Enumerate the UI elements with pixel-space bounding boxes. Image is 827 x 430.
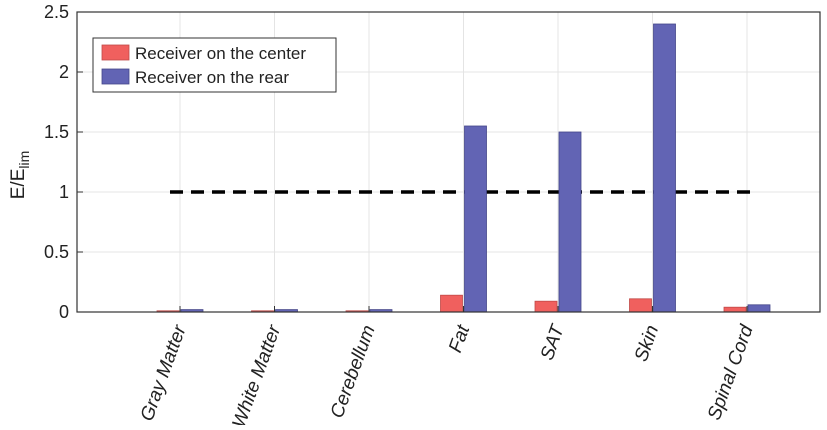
x-tick-label: SAT (537, 321, 569, 363)
legend-label: Receiver on the rear (135, 68, 289, 87)
legend: Receiver on the center Receiver on the re… (92, 37, 337, 93)
plot-frame (76, 11, 821, 313)
axes (76, 11, 821, 313)
x-tick-label: Skin (631, 323, 663, 365)
y-tick-label: 0.5 (44, 242, 69, 262)
bar-rear (558, 131, 582, 313)
x-tick-labels: Gray Matter White Matter Cerebellum Fat SAT S… (137, 321, 759, 430)
y-axis-label: E/Elim (8, 151, 32, 200)
y-axis-label-main: E/E (8, 169, 29, 200)
x-tick-label: Spinal Cord (704, 321, 758, 423)
y-tick-label: 2 (59, 62, 69, 82)
bar-center (534, 300, 558, 313)
legend-swatch (101, 44, 130, 61)
bar-center (440, 294, 463, 313)
x-tick-label: Cerebellum (327, 323, 380, 421)
x-tick-label: White Matter (229, 322, 286, 425)
x-tick-label: Fat (445, 322, 474, 356)
bar-rear (653, 23, 676, 313)
y-tick-labels: 0 0.5 1 1.5 2 2.5 (44, 2, 69, 322)
y-tick-label: 2.5 (44, 2, 69, 22)
y-tick-label: 1.5 (44, 122, 69, 142)
y-tick-label: 1 (59, 182, 69, 202)
x-tick-label: Gray Matter (137, 322, 191, 424)
bar-rear (747, 304, 771, 313)
legend-box (92, 37, 337, 93)
bar-center (629, 298, 652, 313)
y-tick-label: 0 (59, 302, 69, 322)
bar-rear (464, 125, 487, 313)
bar-center (723, 306, 747, 313)
legend-swatch (101, 68, 130, 85)
legend-label: Receiver on the center (135, 44, 306, 63)
y-axis-label-subscript: lim (16, 151, 32, 169)
